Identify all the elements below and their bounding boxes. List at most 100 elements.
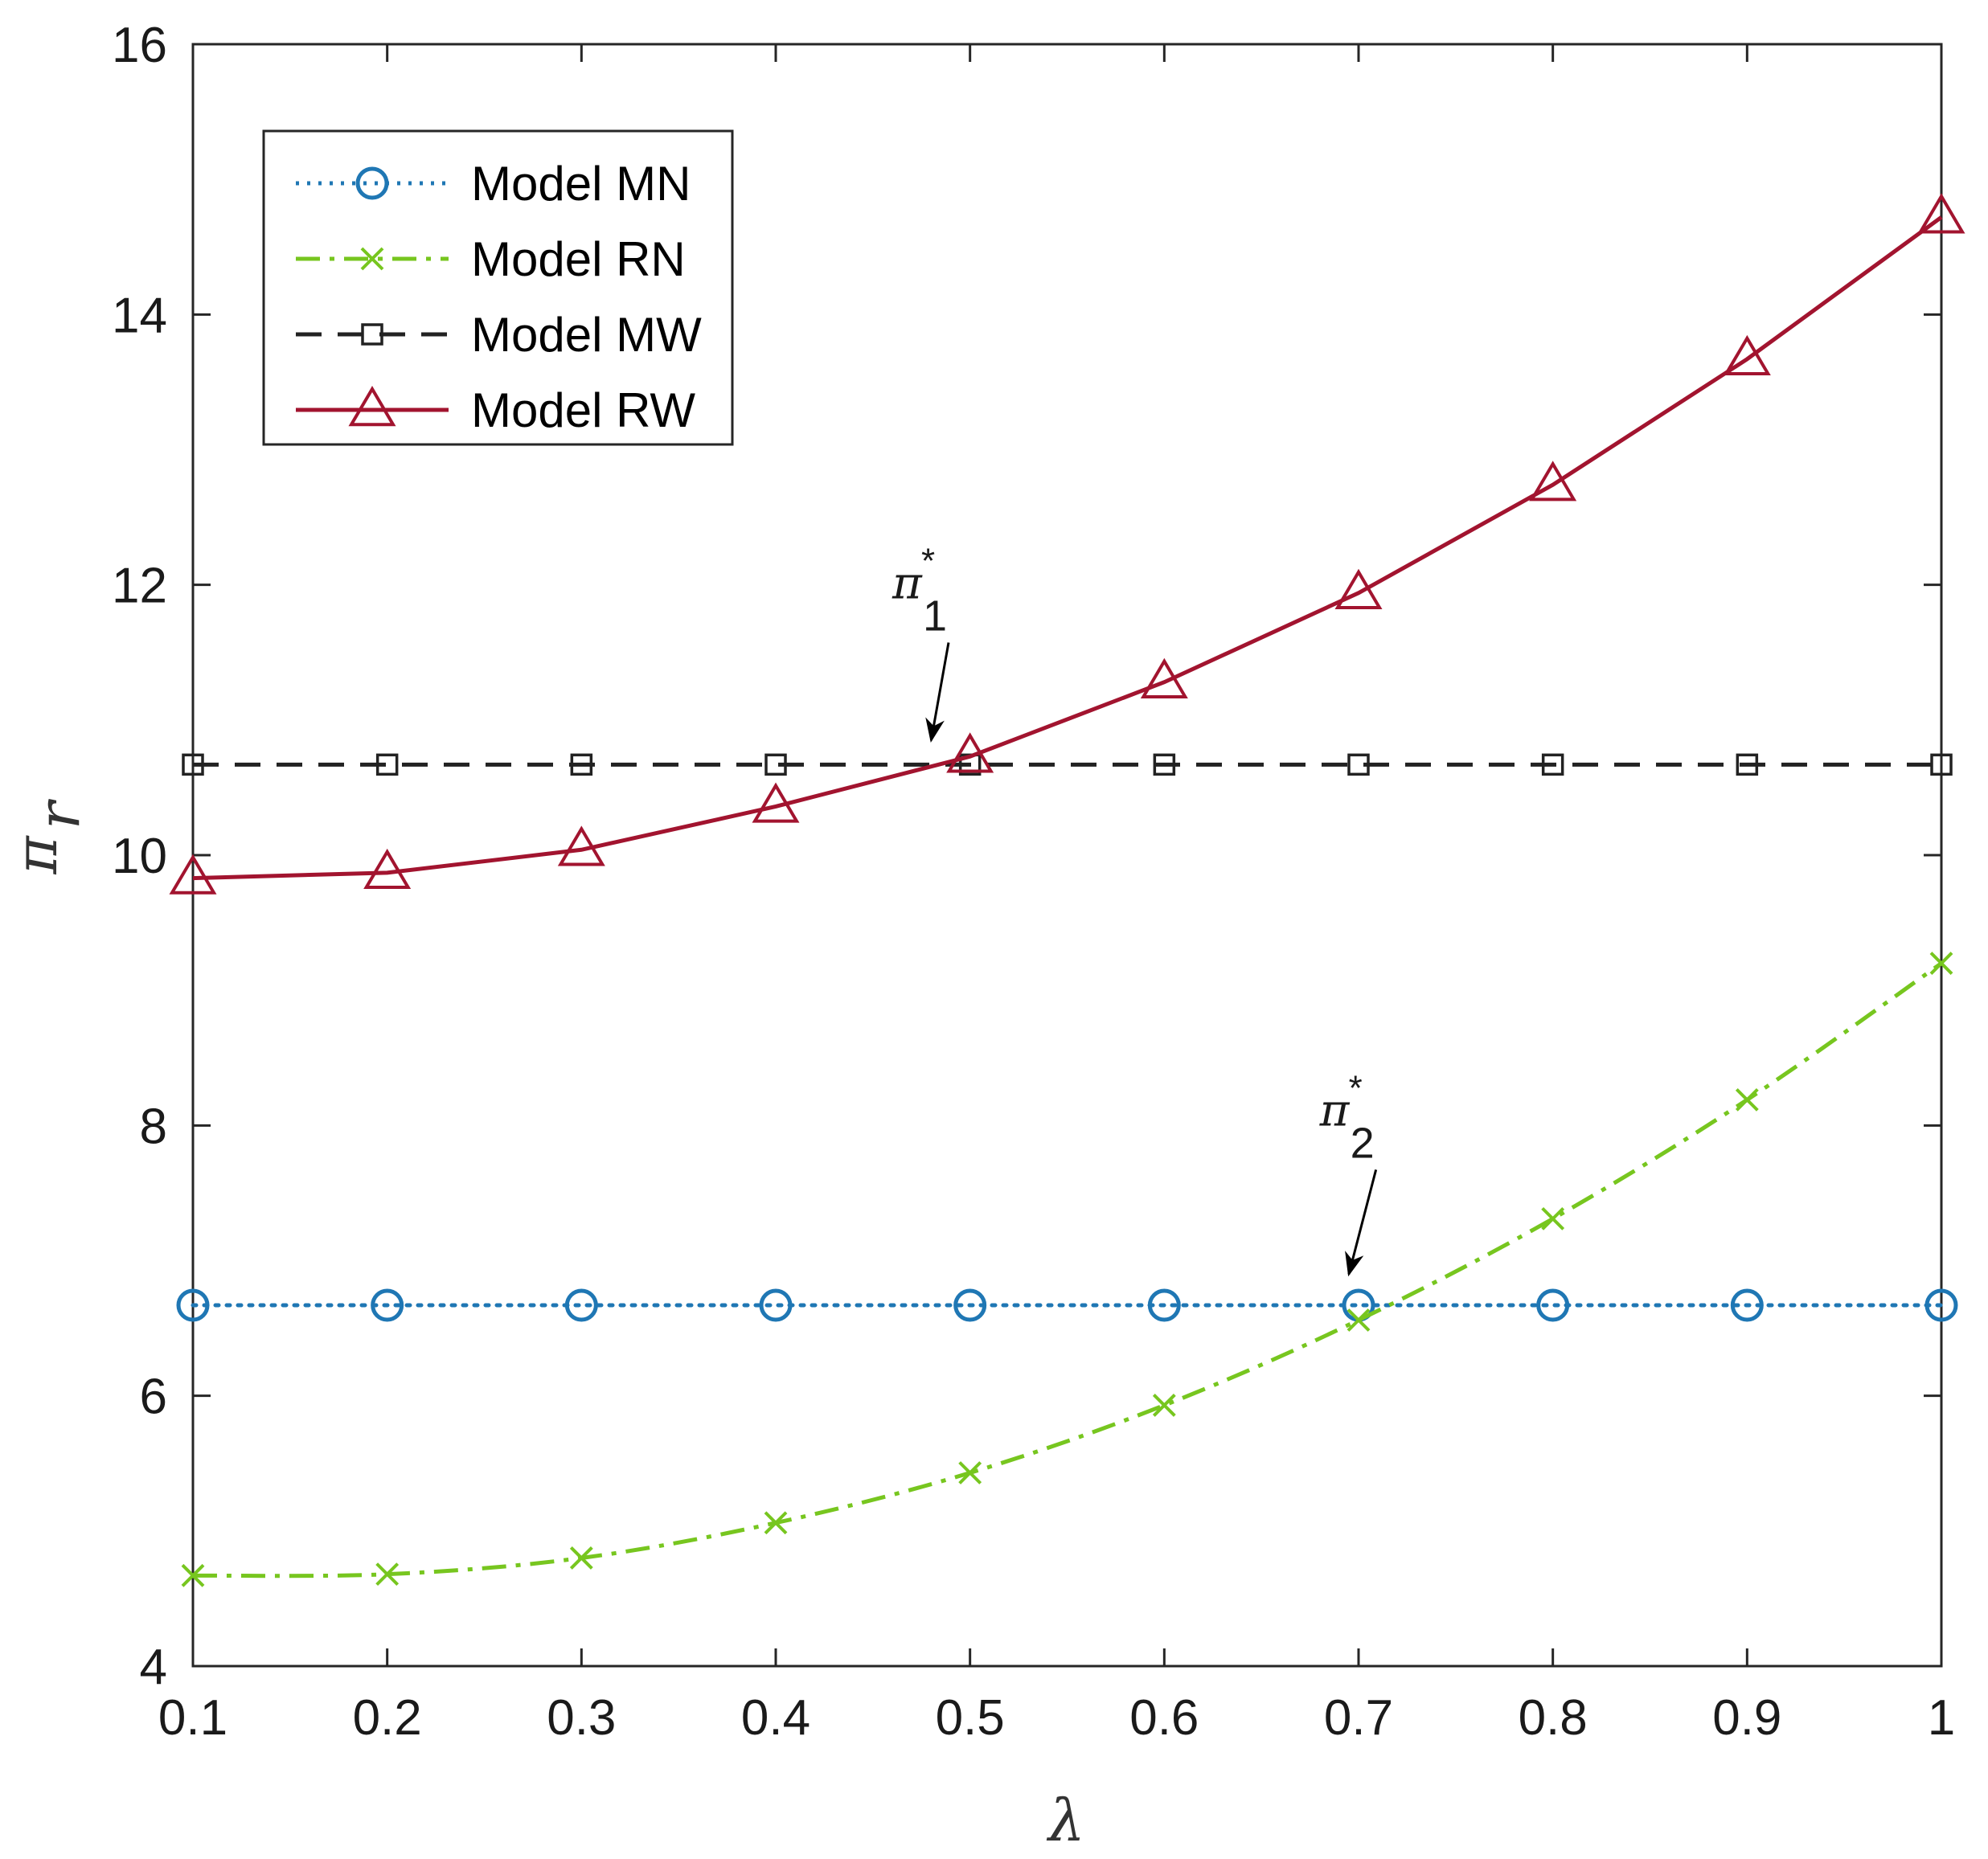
legend-label: Model RW: [471, 383, 695, 437]
model-mn-point: [176, 1288, 210, 1322]
model-mn-point: [953, 1288, 987, 1322]
y-tick-label: 16: [112, 18, 167, 73]
annotation-symbol: π: [892, 557, 923, 609]
legend-label: Model RN: [471, 232, 686, 286]
model-mw-point: [375, 753, 399, 776]
x-marker-stroke: [360, 247, 384, 271]
model-rw-point: [1723, 334, 1771, 376]
annotation-superscript: *: [921, 541, 935, 580]
y-axis-label-subscript: r: [25, 799, 92, 829]
legend-item-model-mw: Model MW: [296, 308, 702, 362]
series-model-rn: [181, 952, 1953, 1587]
model-mw-point: [182, 753, 204, 776]
legend-box: [262, 129, 734, 446]
model-rw-point: [1917, 193, 1965, 234]
annotation-symbol: π: [1319, 1084, 1351, 1136]
x-marker-stroke: [958, 1461, 982, 1484]
y-tick-label: 8: [140, 1099, 167, 1154]
annotations: π *1π *2: [892, 541, 1378, 1277]
annotation-arrow: [925, 642, 950, 743]
model-mw-point: [1153, 753, 1176, 776]
legend-item-model-rw: Model RW: [296, 383, 695, 437]
legend-item-model-mn: Model MN: [296, 157, 691, 211]
model-mw-point: [1736, 753, 1759, 776]
model-mw-point: [764, 753, 787, 776]
series-model-rw: [169, 193, 1965, 895]
legend-item-model-rn: Model RN: [296, 232, 686, 286]
annotation-pi-1-star: π * 1: [892, 541, 950, 743]
model-mn-point: [1924, 1288, 1958, 1322]
x-tick-label: 1: [1928, 1690, 1955, 1746]
legend-label: Model MW: [471, 308, 702, 362]
model-rn-point: [1541, 1206, 1565, 1230]
model-mw-point: [1930, 753, 1953, 776]
annotation-subscript: 2: [1351, 1119, 1375, 1167]
model-rn-point: [1347, 1308, 1371, 1332]
model-rw-point: [946, 732, 994, 773]
annotation-arrow: [1345, 1169, 1378, 1277]
y-tick-label: 4: [140, 1640, 167, 1695]
x-tick-label: 0.3: [547, 1690, 616, 1746]
model-rw-point: [1140, 657, 1188, 698]
y-tick-label: 14: [112, 288, 167, 343]
x-tick-label: 0.2: [353, 1690, 422, 1746]
x-tick-label: 0.7: [1324, 1690, 1393, 1746]
x-tick-label: 0.8: [1519, 1690, 1588, 1746]
model-rn-point: [569, 1546, 593, 1570]
x-tick-label: 0.4: [741, 1690, 810, 1746]
x-marker-stroke: [764, 1511, 788, 1535]
x-marker-stroke: [1541, 1206, 1565, 1230]
x-marker-stroke: [375, 1562, 400, 1587]
model-mn-point: [1536, 1288, 1570, 1322]
x-tick-label: 0.5: [936, 1690, 1005, 1746]
model-rn-point: [1152, 1394, 1176, 1417]
model-rn-line: [192, 961, 1943, 1579]
legend-swatch-marker: [361, 323, 383, 346]
annotation-subscript: 1: [923, 592, 947, 640]
legend: Model MN Model RN Model MW Model RW: [262, 129, 734, 446]
model-mn-point: [1730, 1288, 1764, 1322]
y-tick-label: 10: [112, 829, 167, 884]
legend-swatch-marker: [348, 386, 396, 427]
x-marker-stroke: [1735, 1087, 1759, 1112]
y-axis-label: π r: [2, 799, 92, 875]
series-model-mn: [176, 1288, 1958, 1322]
x-tick-label: 0.1: [158, 1690, 227, 1746]
x-tick-label: 0.9: [1712, 1690, 1781, 1746]
model-rw-point: [557, 825, 605, 866]
x-marker-stroke: [1929, 952, 1953, 975]
y-axis-label-symbol: π: [2, 835, 70, 875]
model-rn-point: [1929, 952, 1953, 975]
annotation-pi-2-star: π * 2: [1319, 1068, 1378, 1277]
y-tick-label: 6: [140, 1370, 167, 1425]
legend-label: Model MN: [471, 157, 691, 211]
model-rw-point: [169, 854, 217, 895]
x-tick-label: 0.6: [1129, 1690, 1199, 1746]
model-mw-point: [570, 753, 593, 776]
model-rn-point: [1735, 1087, 1759, 1112]
x-marker-stroke: [181, 1563, 205, 1587]
model-rw-point: [363, 848, 412, 890]
model-rw-point: [1529, 461, 1577, 502]
x-axis-label: λ: [1046, 1787, 1085, 1854]
model-mn-point: [759, 1288, 793, 1322]
model-mn-point: [1147, 1288, 1181, 1322]
model-mw-point: [1541, 753, 1564, 776]
legend-swatch-marker: [360, 247, 384, 271]
legend-swatch-marker: [355, 166, 389, 200]
model-rw-point: [1334, 568, 1383, 609]
x-marker-stroke: [569, 1546, 593, 1570]
series-layer: [169, 193, 1965, 1587]
model-mn-point: [564, 1288, 598, 1322]
model-mn-point: [371, 1288, 404, 1322]
model-mw-point: [1347, 753, 1370, 776]
model-rn-point: [181, 1563, 205, 1587]
model-rn-point: [958, 1461, 982, 1484]
x-marker-stroke: [1347, 1308, 1371, 1332]
x-marker-stroke: [1152, 1394, 1176, 1417]
model-rw-line: [192, 215, 1943, 881]
model-rw-point: [752, 782, 800, 823]
annotation-superscript: *: [1349, 1068, 1363, 1108]
